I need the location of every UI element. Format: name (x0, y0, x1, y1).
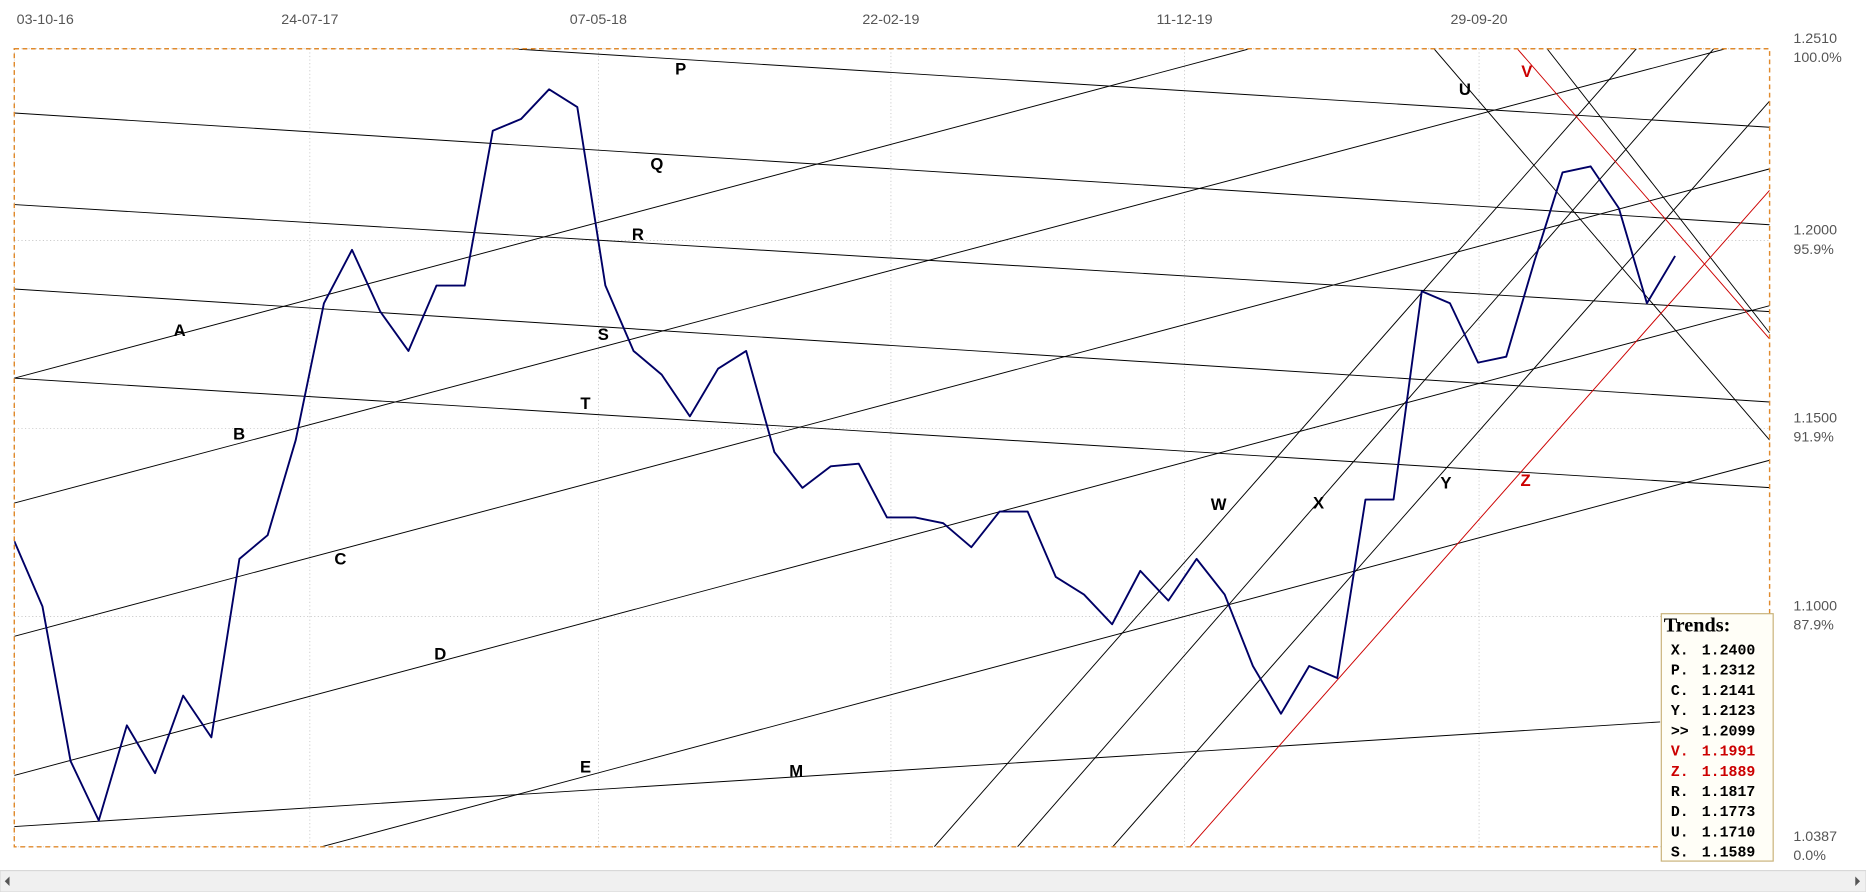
x-tick-label: 22-02-19 (862, 12, 919, 28)
trend-name: P. (1671, 664, 1689, 680)
x-tick-label: 29-09-20 (1450, 12, 1507, 28)
y-tick-label: 1.0387 (1793, 829, 1837, 845)
trend-line (1546, 48, 1770, 334)
trend-label: P (675, 60, 686, 79)
trend-lines (14, 48, 1770, 847)
trend-value: 1.1710 (1702, 825, 1756, 841)
y-pct-label: 0.0% (1793, 848, 1826, 864)
y-pct-label: 95.9% (1793, 242, 1834, 258)
trend-name: Y. (1671, 704, 1689, 720)
scroll-left[interactable] (4, 876, 10, 887)
y-pct-label: 87.9% (1793, 618, 1834, 634)
price-line (14, 88, 1676, 822)
x-tick-label: 03-10-16 (17, 12, 74, 28)
trend-line (14, 204, 1770, 313)
trend-value: 1.1589 (1702, 846, 1756, 862)
trend-line (14, 721, 1661, 828)
trends-panel (1660, 613, 1774, 862)
trend-line (14, 48, 1250, 379)
trend-label: S (598, 325, 609, 344)
y-tick-label: 1.1500 (1793, 411, 1837, 427)
trend-line (1433, 48, 1770, 441)
trend-value: 1.1889 (1702, 765, 1756, 781)
y-tick-label: 1.1000 (1793, 599, 1837, 615)
trend-value: 1.1817 (1702, 785, 1756, 801)
trend-line (1516, 48, 1770, 340)
trend-name: >> (1671, 724, 1689, 740)
trend-label: V (1521, 62, 1532, 81)
plot-frame (13, 48, 1771, 848)
y-pct-label: 91.9% (1793, 430, 1834, 446)
trend-line (14, 288, 1770, 403)
trend-label: U (1459, 80, 1471, 99)
trend-line (14, 377, 1770, 489)
scroll-right[interactable] (1855, 876, 1861, 887)
trend-label: C (334, 550, 346, 569)
trend-line (933, 48, 1637, 847)
trend-line (14, 112, 1770, 226)
trend-name: C. (1671, 684, 1689, 700)
trend-label: Q (650, 155, 663, 174)
trend-label: M (789, 761, 803, 780)
trend-value: 1.2123 (1702, 704, 1756, 720)
trend-line (14, 305, 1770, 776)
labels: 03-10-16 24-07-17 07-05-18 22-02-19 11-12-19… (17, 12, 1842, 864)
trend-label: D (434, 645, 446, 664)
trend-name: V. (1671, 745, 1689, 761)
trend-line (1189, 189, 1770, 847)
trend-label: Y (1440, 473, 1451, 492)
trend-name: U. (1671, 825, 1689, 841)
trend-label: T (580, 394, 590, 413)
y-tick-label: 1.2510 (1793, 31, 1837, 47)
trend-value: 1.2099 (1702, 724, 1756, 740)
trend-name: D. (1671, 805, 1689, 821)
price-layer (14, 88, 1676, 822)
trend-value: 1.2141 (1702, 684, 1756, 700)
trend-value: 1.1773 (1702, 805, 1756, 821)
trend-label: A (174, 321, 186, 340)
x-tick-label: 11-12-19 (1156, 12, 1212, 28)
trend-line (321, 459, 1770, 847)
trends-title: Trends: (1664, 614, 1731, 636)
trend-label: Z (1521, 471, 1531, 490)
trend-label: X (1313, 494, 1324, 513)
trend-name: Z. (1671, 765, 1689, 781)
trend-name: X. (1671, 643, 1689, 659)
y-pct-label: 100.0% (1793, 50, 1842, 66)
trends-rows: X. 1.2400 P. 1.2312 C. 1.2141 Y. 1.2123 >> 1.2099… (1671, 643, 1756, 861)
trend-line (1017, 48, 1715, 847)
trend-value: 1.1991 (1702, 745, 1756, 761)
x-tick-label: 24-07-17 (281, 12, 338, 28)
trend-value: 1.2312 (1702, 664, 1756, 680)
trend-line (511, 48, 1770, 128)
trend-line (14, 48, 1726, 504)
trend-value: 1.2400 (1702, 643, 1756, 659)
trend-label: B (233, 425, 245, 444)
trend-line (14, 168, 1770, 637)
scrollbar[interactable] (0, 869, 1866, 892)
y-tick-label: 1.2000 (1793, 223, 1837, 239)
trend-label: R (632, 225, 644, 244)
x-tick-label: 07-05-18 (570, 12, 627, 28)
trend-label: E (580, 758, 591, 777)
trend-name: S. (1671, 846, 1689, 862)
trend-label: W (1211, 495, 1227, 514)
trend-line (1112, 100, 1770, 847)
trend-name: R. (1671, 785, 1689, 801)
